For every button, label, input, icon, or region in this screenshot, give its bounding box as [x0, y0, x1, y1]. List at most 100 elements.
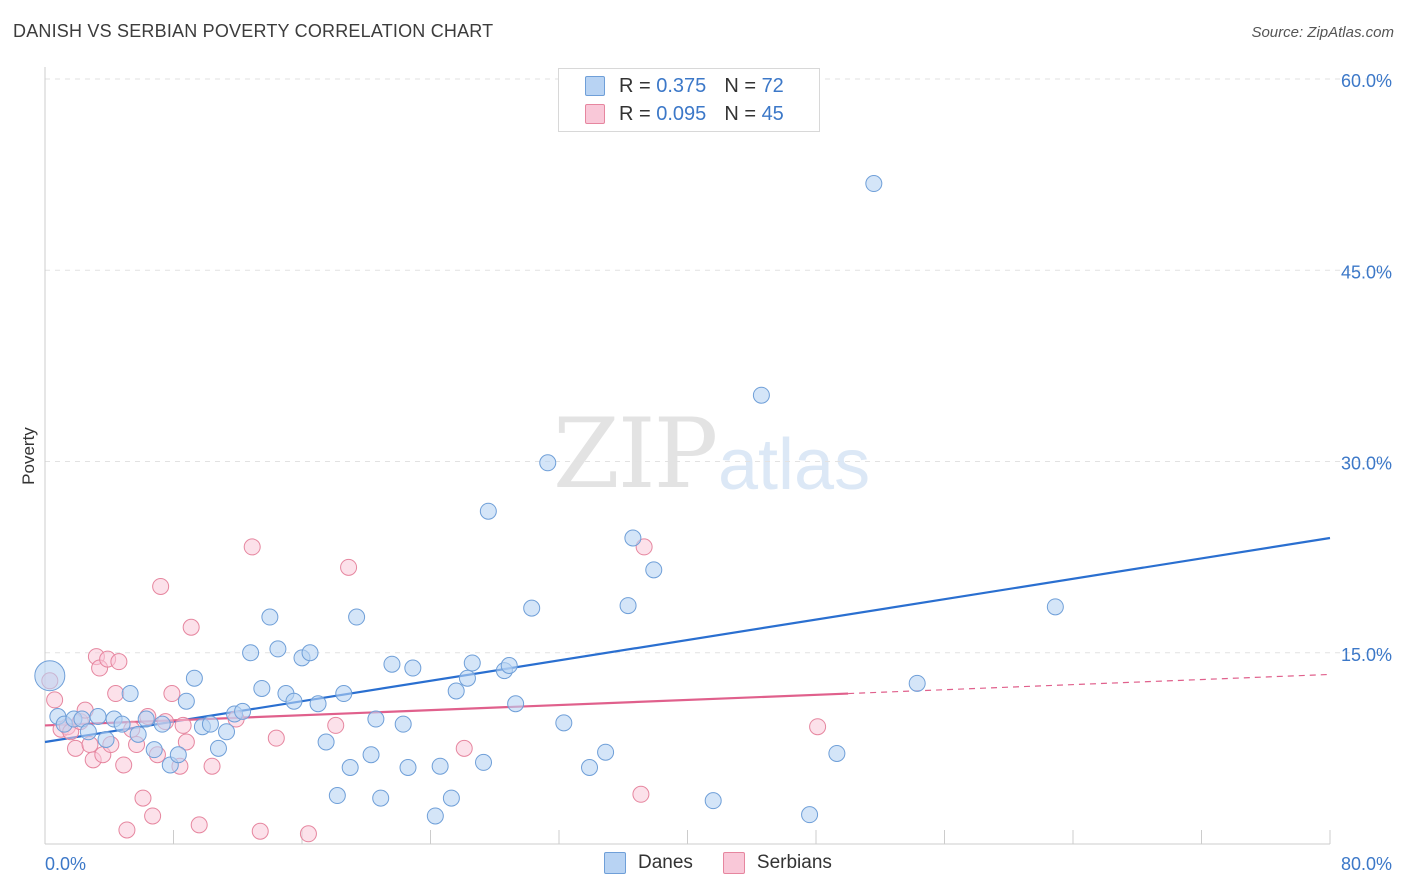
serbians-r-label: R = [619, 102, 651, 125]
danes-point [89, 708, 107, 725]
serbians-point [243, 538, 261, 556]
serbians-point [46, 691, 64, 709]
danes-point [801, 806, 819, 824]
serbians-point [67, 739, 85, 757]
danes-swatch [585, 76, 605, 96]
y-tick-label: 45.0% [1341, 262, 1392, 282]
danes-point [328, 787, 346, 805]
legend-item-danes[interactable]: Danes [604, 852, 693, 874]
danes-point [269, 640, 287, 658]
y-tick-label: 30.0% [1341, 454, 1392, 474]
danes-point [79, 723, 97, 741]
legend-row-danes: R = 0.375 N = 72 [585, 74, 784, 98]
danes-point [479, 502, 497, 520]
data-points [34, 175, 1064, 843]
serbians-swatch [585, 104, 605, 124]
series-legend: Danes Serbians [604, 852, 862, 874]
serbians-point [134, 789, 152, 807]
danes-point [442, 789, 460, 807]
serbians-point [177, 733, 195, 751]
stats-legend: R = 0.375 N = 72 R = 0.095 N = 45 [558, 68, 820, 132]
x-tick-label-min: 0.0% [45, 854, 86, 874]
serbians-point [455, 739, 473, 757]
danes-point [372, 789, 390, 807]
danes-point [253, 679, 271, 697]
danes-point [113, 715, 131, 733]
danes-point [865, 175, 883, 193]
serbians-point [144, 807, 162, 825]
danes-n-value: 72 [761, 74, 784, 97]
serbians-point [182, 618, 200, 636]
danes-point [447, 682, 465, 700]
danes-point [828, 744, 846, 762]
danes-point [908, 674, 926, 692]
source-credit: Source: ZipAtlas.com [1251, 24, 1394, 41]
danes-point [129, 725, 147, 743]
danes-point [242, 644, 260, 662]
serbians-point [809, 718, 827, 736]
danes-point [752, 386, 770, 404]
danes-point [145, 741, 163, 759]
danes-point [177, 692, 195, 710]
serbians-point [152, 577, 170, 595]
serbians-point [340, 558, 358, 576]
x-tick-label-max: 80.0% [1341, 854, 1392, 874]
serbians-point [190, 816, 208, 834]
danes-point [185, 669, 203, 687]
watermark-zip: ZIP [553, 398, 718, 510]
serbians-legend-swatch [722, 852, 745, 874]
danes-point [383, 655, 401, 673]
danes-point [309, 695, 327, 713]
danes-point [218, 723, 236, 741]
danes-point [137, 710, 155, 728]
serbians-r-value: 0.095 [656, 102, 707, 125]
serbians-n-value: 45 [761, 102, 784, 125]
serbians-point [635, 538, 653, 556]
danes-n-label: N = [724, 74, 756, 97]
y-tick-label: 15.0% [1341, 645, 1392, 665]
danes-point [335, 685, 353, 703]
serbians-point [267, 729, 285, 747]
danes-point [404, 659, 422, 677]
danes-r-value: 0.375 [656, 74, 707, 97]
serbians-point [299, 825, 317, 843]
danes-point [704, 792, 722, 810]
serbians-point [118, 821, 136, 839]
y-axis-title: Poverty [19, 427, 38, 485]
danes-point [619, 597, 637, 615]
gridlines [45, 78, 1392, 654]
danes-point [348, 608, 366, 626]
danes-point [97, 730, 115, 748]
axis-labels: 15.0% 30.0% 45.0% 60.0% 0.0% 80.0% Poverty [19, 71, 1392, 874]
danes-point [475, 753, 493, 771]
serbians-point [327, 716, 345, 734]
watermark-atlas: atlas [718, 425, 871, 505]
serbians-point [251, 822, 269, 840]
serbians-trend-extension [848, 673, 1331, 695]
serbians-point [632, 785, 650, 803]
chart-title: DANISH VS SERBIAN POVERTY CORRELATION CH… [13, 21, 494, 41]
danes-legend-swatch [604, 852, 626, 874]
danes-point [1046, 598, 1064, 616]
danes-point [431, 757, 449, 775]
serbians-point [174, 716, 192, 734]
danes-point [367, 710, 385, 728]
danes-r-label: R = [619, 74, 651, 97]
danes-point [209, 739, 227, 757]
legend-row-serbians: R = 0.095 N = 45 [585, 102, 784, 126]
danes-point [500, 657, 518, 674]
serbians-point [107, 685, 125, 703]
danes-point [234, 702, 252, 720]
danes-point [341, 759, 359, 776]
danes-point [581, 759, 599, 776]
danes-legend-label: Danes [638, 852, 693, 873]
danes-point [507, 695, 525, 713]
serbians-n-label: N = [724, 102, 756, 125]
danes-point [121, 685, 139, 703]
danes-point [317, 733, 335, 751]
danes-point [169, 746, 187, 764]
serbians-point [203, 757, 221, 775]
danes-point [426, 807, 444, 825]
legend-item-serbians[interactable]: Serbians [722, 852, 832, 874]
